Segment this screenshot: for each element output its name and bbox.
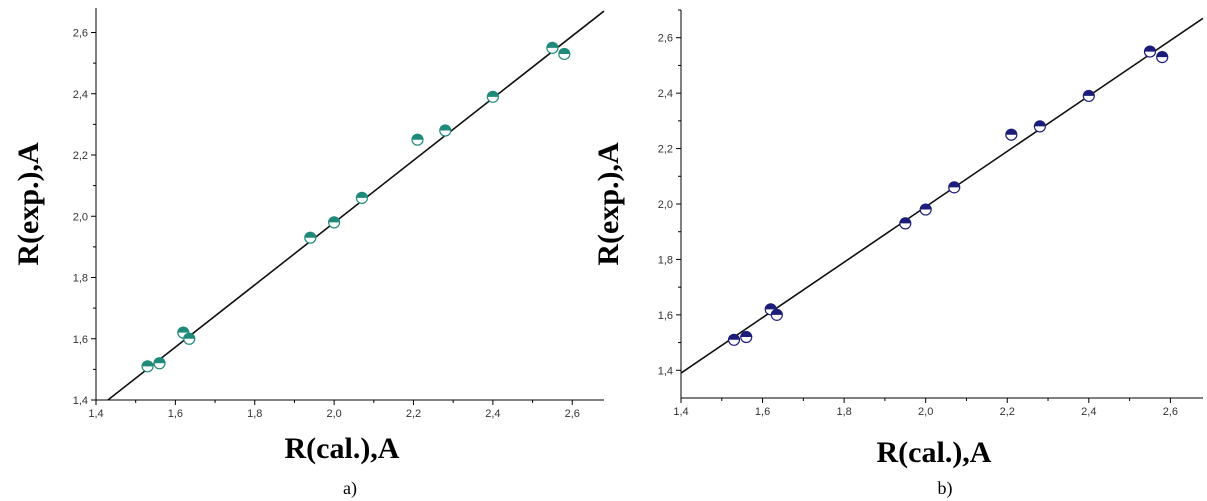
x-tick-label: 1,8 [836,406,851,418]
data-point [727,333,741,346]
data-point [486,90,499,103]
y-axis-title: R(exp.),A [592,142,625,266]
data-point [141,360,154,373]
data-point-fill [1034,120,1046,127]
y-tick-label: 1,8 [73,273,88,285]
panel-caption: a) [343,478,357,499]
x-tick-label: 1,4 [673,406,688,418]
x-tick-label: 1,4 [88,408,103,420]
x-tick-label: 2,4 [1081,406,1096,418]
x-axis-title: R(cal.),A [285,432,400,465]
data-point-fill [439,125,451,131]
data-point-fill [356,192,368,198]
data-point [411,133,424,146]
x-tick-label: 1,6 [755,406,770,418]
x-tick-label: 1,8 [247,408,262,420]
x-tick-label: 2,0 [918,406,933,418]
chart-a: 1,4 1,6 1,8 2,0 2,2 2,4 2,6 1,4 1,6 1,8 2,0 2,2 2,4 2… [12,8,605,499]
data-point [558,47,571,61]
data-point-fill [920,204,932,210]
data-point [1005,128,1018,141]
y-tick-label: 1,4 [658,365,673,377]
fit-line [107,10,605,401]
y-tick-label: 2,4 [658,88,673,100]
x-tick-label: 2,2 [406,408,421,420]
data-point [948,181,961,194]
data-point [546,41,559,54]
data-point-fill [142,360,154,367]
x-axis-title: R(cal.),A [877,436,992,469]
x-tick-label: 2,6 [1163,406,1178,418]
y-tick-label: 2,6 [73,28,88,40]
fit-line [680,17,1204,374]
data-point [1143,45,1157,58]
data-point [1156,51,1169,64]
chart-b: 1,4 1,6 1,8 2,0 2,2 2,4 2,6 1,4 1,6 1,8 2,0 2,2 2,4 2… [592,9,1204,499]
data-point-fill [183,333,195,339]
y-tick-label: 2,2 [658,144,673,156]
data-point [740,330,753,344]
y-tick-label: 2,2 [73,150,88,162]
data-point-fill [177,327,189,333]
data-point-fill [771,309,783,315]
x-tick-label: 2,6 [565,408,580,420]
data-point-fill [304,232,316,238]
data-point-fill [487,91,499,97]
y-tick-label: 1,6 [73,334,88,346]
data-point [899,217,912,230]
x-tick-label: 1,6 [168,408,183,420]
data-point [439,124,452,137]
data-point [919,203,932,216]
data-point-fill [765,303,777,310]
y-tick-label: 1,8 [658,254,673,266]
y-tick-label: 2,4 [73,89,88,101]
data-point [1033,120,1046,133]
y-tick-label: 1,4 [73,395,88,407]
data-point-fill [328,216,340,223]
data-point-fill [1156,51,1168,58]
y-axis-title: R(exp.),A [12,142,45,266]
data-point [304,231,317,244]
data-point-fill [154,357,165,364]
x-tick-label: 2,2 [1000,406,1015,418]
data-point [355,191,369,204]
data-point-fill [899,217,911,224]
data-point-fill [728,334,740,340]
data-point [183,332,196,345]
data-point-fill [1005,129,1017,135]
data-point-fill [411,134,423,140]
y-tick-label: 2,0 [73,211,88,223]
y-tick-label: 2,0 [658,199,673,211]
panel-caption: b) [938,478,953,499]
y-tick-label: 1,6 [658,310,673,322]
data-point [1082,89,1095,103]
data-point-fill [948,181,960,188]
data-point-fill [558,48,570,54]
data-point-fill [1083,90,1095,96]
data-point-fill [740,331,752,338]
data-point-fill [546,42,558,48]
data-point [328,216,341,229]
data-point [153,357,166,370]
x-tick-label: 2,4 [485,408,500,420]
y-tick-label: 2,6 [658,33,673,45]
data-point-fill [1144,46,1156,52]
x-tick-label: 2,0 [326,408,341,420]
data-point [770,308,783,321]
